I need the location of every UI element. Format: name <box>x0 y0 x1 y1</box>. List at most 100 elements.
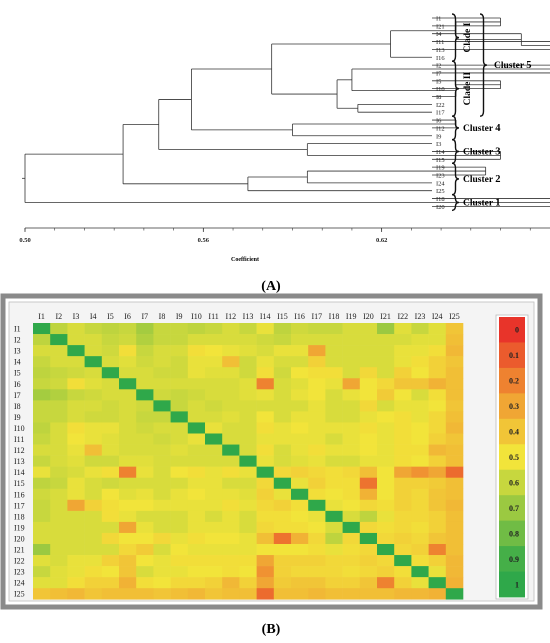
legend-swatch <box>499 393 525 420</box>
heatmap-cell <box>222 588 240 600</box>
heatmap-column-label: I18 <box>329 312 340 321</box>
heatmap-column-label: I15 <box>277 312 288 321</box>
heatmap-cell <box>50 433 68 445</box>
heatmap-cell <box>67 510 85 523</box>
heatmap-cell <box>428 356 447 368</box>
heatmap-row-label: I10 <box>14 424 25 433</box>
heatmap-cell <box>136 323 154 335</box>
heatmap-cell <box>394 544 412 556</box>
heatmap-cell <box>359 389 378 401</box>
heatmap-cell <box>291 488 309 501</box>
heatmap-cell <box>308 367 326 379</box>
heatmap-cell <box>153 400 171 412</box>
heatmap-cell <box>222 345 240 357</box>
heatmap-cell <box>291 477 309 490</box>
heatmap-cell <box>308 433 326 445</box>
heatmap-cell <box>273 345 292 357</box>
cluster-label: Cluster 3 <box>463 146 501 157</box>
heatmap-column-label: I22 <box>397 312 408 321</box>
heatmap-cell <box>256 532 275 545</box>
heatmap-cell <box>325 477 343 490</box>
heatmap-cell <box>136 521 154 534</box>
heatmap-cell <box>187 356 206 368</box>
heatmap-cell <box>67 477 85 490</box>
heatmap-cell <box>84 389 103 401</box>
heatmap-cell <box>101 367 120 379</box>
heatmap-column-label: I3 <box>73 312 80 321</box>
heatmap-cell <box>273 588 292 600</box>
heatmap-cell <box>308 488 326 501</box>
heatmap-cell <box>84 422 103 434</box>
heatmap-cell <box>428 466 447 478</box>
heatmap-cell <box>50 544 68 556</box>
heatmap-cell <box>291 555 309 567</box>
heatmap-cell <box>101 323 120 335</box>
heatmap-cell <box>170 367 189 379</box>
heatmap-cell <box>67 499 85 512</box>
legend-swatch <box>499 495 525 522</box>
heatmap-cell <box>291 455 309 467</box>
heatmap-cell <box>67 323 85 335</box>
heatmap-cell <box>239 367 257 379</box>
heatmap-cell <box>170 356 189 368</box>
heatmap-cell <box>411 422 429 434</box>
heatmap-row-label: I24 <box>14 579 25 588</box>
leaf-label: I7 <box>436 70 442 77</box>
heatmap-cell <box>84 400 103 412</box>
heatmap-cell <box>308 323 326 335</box>
heatmap-cell <box>153 323 171 335</box>
heatmap-cell <box>33 455 51 467</box>
heatmap-cell <box>428 532 447 545</box>
heatmap-cell <box>428 577 447 589</box>
heatmap-cell <box>205 378 223 390</box>
heatmap-cell <box>428 323 447 335</box>
heatmap-cell <box>222 356 240 368</box>
heatmap-cell <box>205 345 223 357</box>
axis-tick-label: 0.50 <box>19 237 30 244</box>
heatmap-cell <box>411 367 429 379</box>
bracket <box>451 60 460 117</box>
heatmap-cell <box>377 555 395 567</box>
heatmap-cell <box>445 323 464 335</box>
heatmap-cell <box>170 334 189 346</box>
heatmap-cell <box>308 477 326 490</box>
legend-tick-label: 0.7 <box>509 504 519 513</box>
heatmap-cell <box>33 433 51 445</box>
heatmap-cell <box>291 510 309 523</box>
heatmap-cell <box>308 466 326 478</box>
leaf-label: I20 <box>436 204 445 211</box>
heatmap-cell <box>222 555 240 567</box>
heatmap-cell <box>377 477 395 490</box>
heatmap-cell <box>119 422 137 434</box>
heatmap-cell <box>136 345 154 357</box>
heatmap-cell <box>50 521 68 534</box>
heatmap-cell <box>359 422 378 434</box>
heatmap-cell <box>153 532 171 545</box>
heatmap-cell <box>411 433 429 445</box>
heatmap-cell <box>359 544 378 556</box>
heatmap-cell <box>325 433 343 445</box>
heatmap-cell <box>273 444 292 456</box>
heatmap-cell <box>101 510 120 523</box>
heatmap-cell <box>394 455 412 467</box>
heatmap-cell <box>342 345 361 357</box>
heatmap-cell <box>222 433 240 445</box>
heatmap-cell <box>428 422 447 434</box>
heatmap-cell <box>136 499 154 512</box>
heatmap-cell <box>50 367 68 379</box>
heatmap-cell <box>205 411 223 423</box>
dendrogram: I1I21I4I11I13I16I2I7I5I10I8I22I17I6I12I9… <box>19 13 550 263</box>
heatmap-cell <box>222 532 240 545</box>
heatmap-cell <box>394 356 412 368</box>
heatmap-cell <box>325 466 343 478</box>
heatmap-cell <box>256 510 275 523</box>
heatmap-cell <box>136 532 154 545</box>
heatmap-cell <box>256 477 275 490</box>
heatmap-cell <box>153 345 171 357</box>
leaf-label: I18 <box>436 196 445 203</box>
heatmap-cell <box>342 532 361 545</box>
heatmap-cell <box>222 566 240 578</box>
heatmap-cell <box>394 422 412 434</box>
heatmap-cell <box>187 378 206 390</box>
heatmap-cell <box>428 588 447 600</box>
